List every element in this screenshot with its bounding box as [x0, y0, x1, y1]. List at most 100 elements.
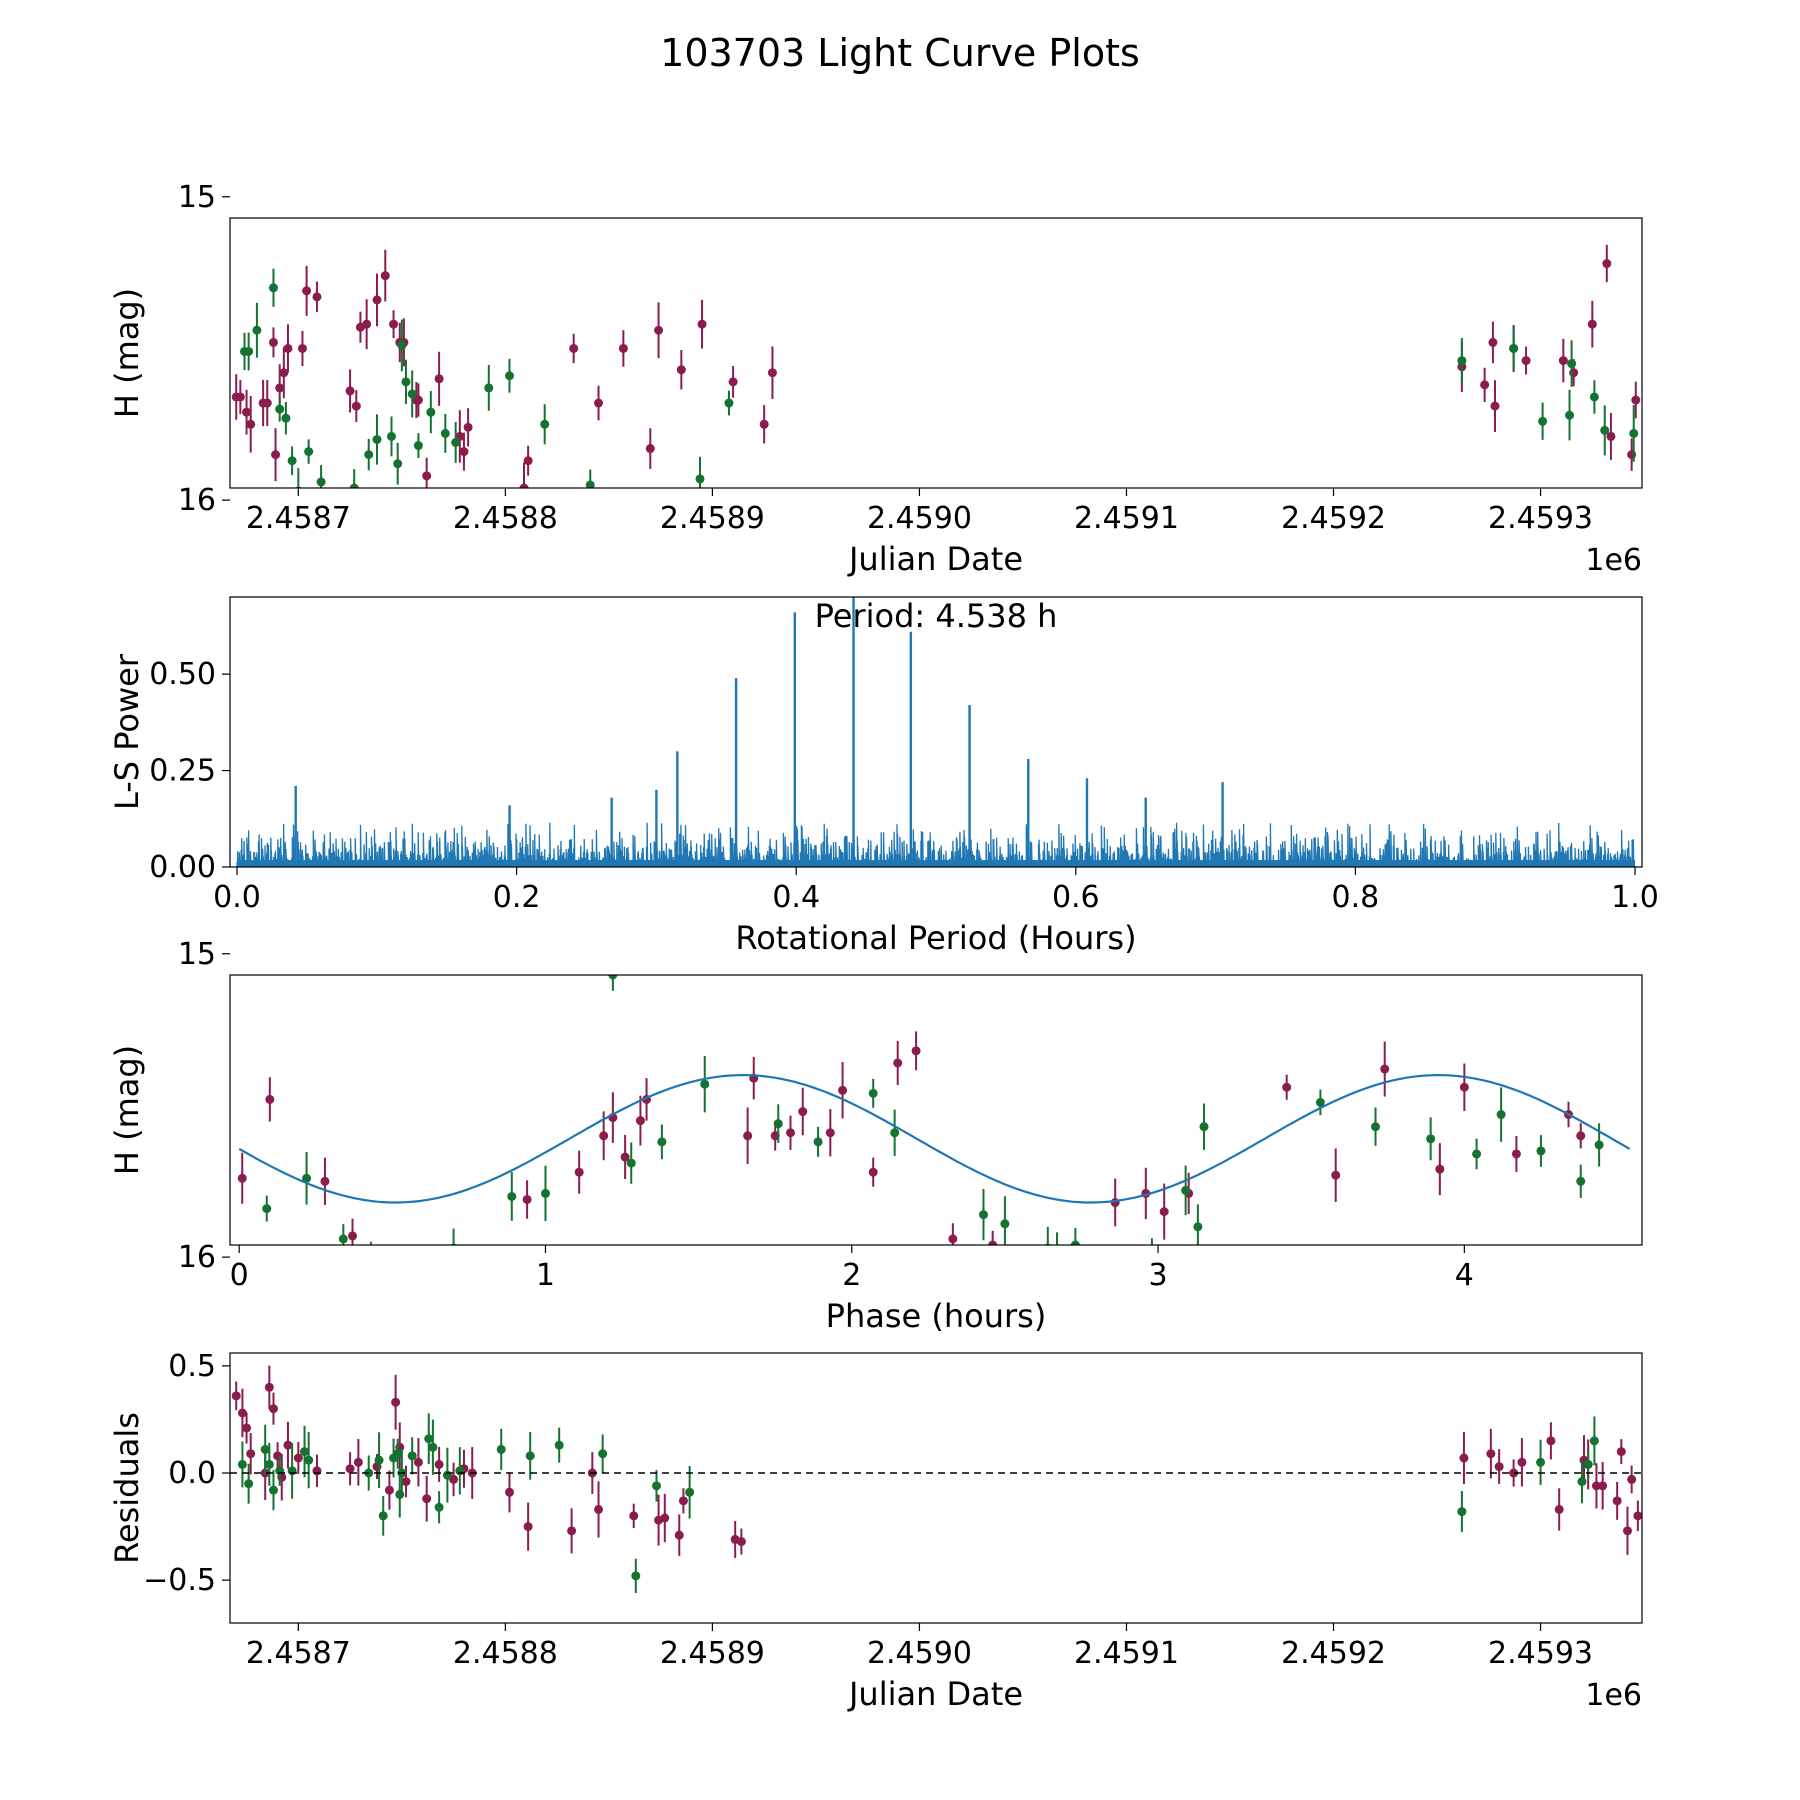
- residuals-point-green: [1577, 1477, 1587, 1487]
- lightcurve-xtick-label: 2.4591: [1074, 501, 1179, 536]
- lightcurve-point-red: [389, 319, 399, 329]
- residuals-point-red: [345, 1464, 355, 1474]
- residuals-point-red: [434, 1459, 444, 1469]
- lightcurve-point-red: [242, 407, 252, 417]
- phasefold-point-red: [743, 1131, 753, 1141]
- phasefold-point-red: [348, 1231, 358, 1241]
- residuals-point-green: [631, 1571, 641, 1581]
- periodogram-xtick-label: 0.2: [493, 880, 541, 915]
- residuals-point-red: [1459, 1453, 1469, 1463]
- phasefold-xtick-label: 1: [536, 1258, 555, 1293]
- lightcurve-point-green: [244, 346, 254, 356]
- lightcurve-point-green: [304, 447, 314, 457]
- phasefold-point-green: [1496, 1110, 1506, 1120]
- phasefold-panel: 0 1 2 3 4 16 15 Phase (hours) H (mag): [108, 937, 1643, 1335]
- lightcurve-point-green: [1457, 356, 1467, 366]
- residuals-point-green: [434, 1502, 444, 1512]
- residuals-point-red: [1633, 1511, 1642, 1521]
- lightcurve-point-red: [275, 383, 285, 393]
- lightcurve-point-green: [585, 480, 595, 488]
- residuals-point-red: [1598, 1481, 1608, 1491]
- phasefold-plot-area: [237, 975, 1631, 1245]
- phasefold-point-green: [302, 1173, 312, 1183]
- phasefold-point-red: [237, 1173, 247, 1183]
- lightcurve-point-red: [645, 444, 655, 454]
- phasefold-point-red: [911, 1046, 921, 1056]
- periodogram-xtick-label: 0.0: [213, 880, 261, 915]
- phasefold-point-red: [1380, 1064, 1390, 1074]
- residuals-point-green: [1589, 1436, 1599, 1446]
- residuals-point-green: [442, 1470, 452, 1480]
- phasefold-frame: [229, 974, 1643, 1246]
- residuals-point-green: [651, 1481, 661, 1491]
- lightcurve-point-green: [393, 459, 403, 469]
- phasefold-ytick-label: 15: [178, 937, 216, 972]
- phasefold-point-red: [1511, 1149, 1521, 1159]
- residuals-point-red: [1494, 1462, 1504, 1472]
- periodogram-baseline: [236, 860, 1636, 867]
- lightcurve-point-red: [728, 377, 738, 387]
- lightcurve-point-green: [695, 474, 705, 484]
- lightcurve-point-red: [246, 419, 256, 429]
- periodogram-ytick-label: 0.50: [149, 657, 216, 692]
- lightcurve-ylabel: H (mag): [108, 288, 146, 418]
- lightcurve-point-red: [268, 337, 278, 347]
- lightcurve-xtick-label: 2.4588: [453, 501, 558, 536]
- lightcurve-point-green: [281, 413, 291, 423]
- lightcurve-point-red: [519, 483, 529, 488]
- phasefold-point-red: [868, 1167, 878, 1177]
- lightcurve-point-green: [1629, 428, 1639, 438]
- residuals-point-red: [413, 1457, 423, 1467]
- periodogram-ytick-label: 0.00: [149, 850, 216, 885]
- phasefold-xtick-label: 0: [230, 1258, 249, 1293]
- residuals-xtick-label: 2.4593: [1488, 1636, 1593, 1671]
- lightcurve-point-green: [1509, 343, 1519, 353]
- phasefold-point-red: [574, 1167, 584, 1177]
- periodogram-xtick-label: 0.8: [1332, 880, 1380, 915]
- lightcurve-point-green: [1567, 359, 1577, 369]
- residuals-point-red: [1627, 1474, 1637, 1484]
- phasefold-point-red: [893, 1058, 903, 1068]
- residuals-point-red: [391, 1397, 401, 1407]
- phasefold-ytick-label: 16: [178, 1240, 216, 1275]
- residuals-offset-label: 1e6: [1585, 1678, 1642, 1713]
- residuals-point-green: [244, 1479, 254, 1489]
- lightcurve-point-red: [523, 456, 533, 466]
- lightcurve-point-red: [312, 292, 322, 302]
- phasefold-point-red: [265, 1094, 275, 1104]
- periodogram-ylabel: L-S Power: [108, 653, 146, 810]
- phasefold-point-green: [1472, 1149, 1482, 1159]
- phasefold-point-green: [1536, 1146, 1546, 1156]
- phasefold-point-red: [798, 1107, 808, 1117]
- lightcurve-point-red: [1606, 431, 1616, 441]
- phasefold-point-green: [1426, 1134, 1436, 1144]
- lightcurve-ytick-label: 15: [178, 180, 216, 215]
- phasefold-point-red: [1435, 1164, 1445, 1174]
- lightcurve-point-green: [484, 383, 494, 393]
- phasefold-point-green: [657, 1137, 667, 1147]
- residuals-point-red: [384, 1485, 394, 1495]
- lightcurve-point-green: [316, 477, 326, 487]
- residuals-point-green: [378, 1511, 388, 1521]
- phasefold-point-green: [1315, 1097, 1325, 1107]
- lightcurve-point-green: [364, 450, 374, 460]
- residuals-point-green: [1583, 1459, 1593, 1469]
- residuals-xtick-label: 2.4587: [246, 1636, 351, 1671]
- residuals-point-red: [567, 1526, 577, 1536]
- phasefold-point-green: [1181, 1185, 1191, 1195]
- residuals-point-red: [1591, 1481, 1601, 1491]
- lightcurve-xtick-label: 2.4593: [1488, 501, 1593, 536]
- lightcurve-point-green: [349, 483, 359, 488]
- lightcurve-point-red: [463, 422, 473, 432]
- residuals-panel: 2.4587 2.4588 2.4589 2.4590 2.4591 2.4592 2.45…: [108, 1349, 1643, 1713]
- lightcurve-point-red: [569, 343, 579, 353]
- residuals-plot-area: [230, 1365, 1642, 1593]
- residuals-point-green: [287, 1466, 297, 1476]
- lightcurve-point-red: [362, 319, 372, 329]
- phasefold-xtick-label: 2: [842, 1258, 861, 1293]
- phasefold-point-green: [890, 1128, 900, 1138]
- lightcurve-point-green: [268, 283, 278, 293]
- residuals-ytick-label: −0.5: [143, 1563, 216, 1598]
